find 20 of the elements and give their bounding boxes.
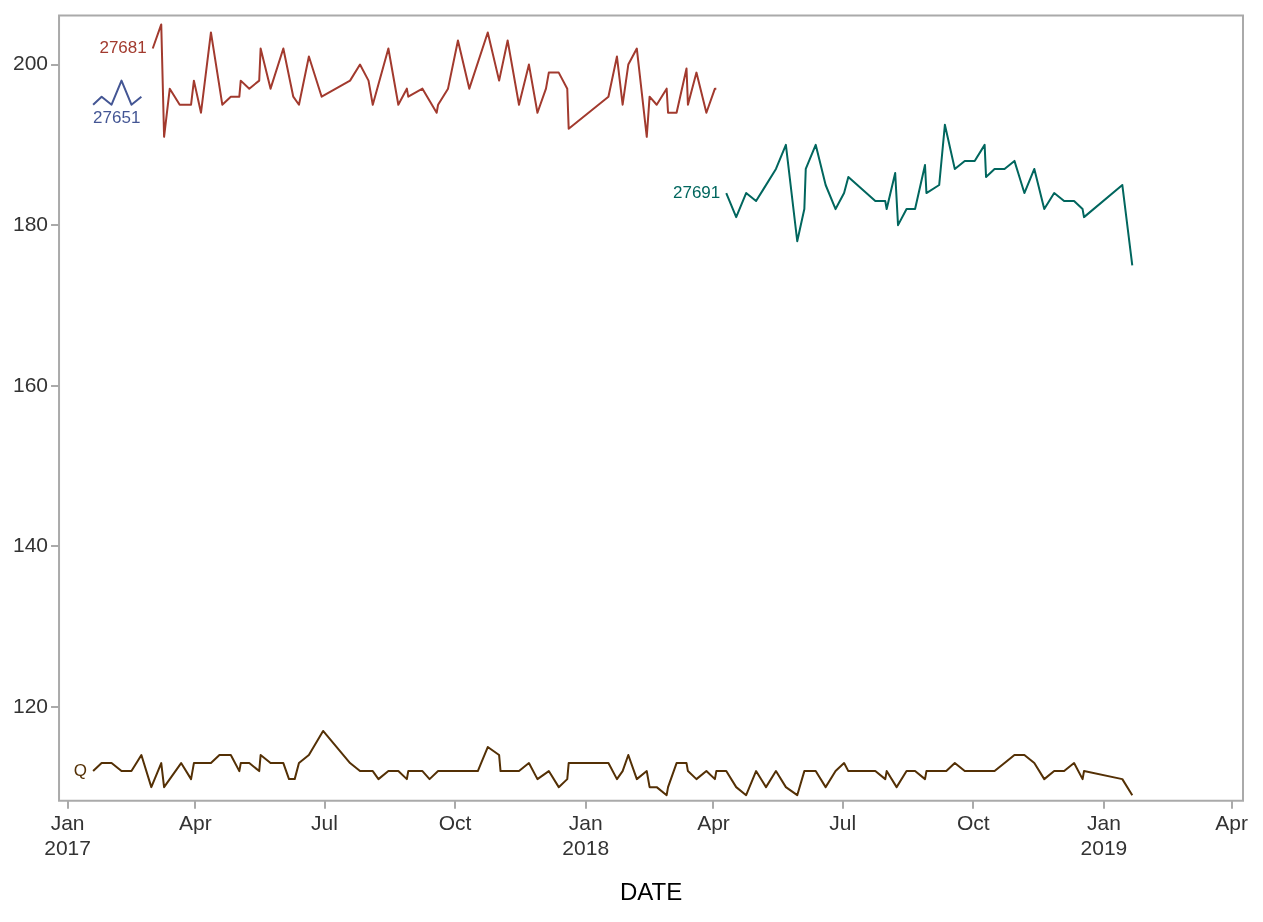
y-tick-label: 140 — [12, 533, 49, 557]
x-tick-label: Apr — [1215, 811, 1248, 835]
y-tick-label: 180 — [12, 211, 49, 235]
y-tick-label: 200 — [12, 51, 49, 75]
x-tick-label: Jan 2017 — [44, 811, 91, 860]
x-tick-label: Jul — [829, 811, 857, 835]
series-label: 27651 — [93, 108, 141, 128]
x-axis-title: DATE — [619, 878, 683, 906]
x-tick-label: Jan 2019 — [1080, 811, 1128, 860]
series-label: Q — [73, 760, 88, 780]
x-tick-label: Apr — [697, 811, 730, 835]
series-label: 27681 — [99, 38, 147, 58]
x-tick-label: Apr — [178, 811, 212, 835]
y-tick-label: 120 — [12, 693, 49, 717]
y-tick-label: 160 — [12, 372, 49, 396]
x-tick-label: Oct — [438, 811, 472, 835]
x-tick-label: Jul — [311, 811, 338, 835]
series-label: 27691 — [672, 182, 721, 202]
x-tick-label: Oct — [956, 811, 990, 835]
x-tick-label: Jan 2018 — [562, 811, 610, 860]
